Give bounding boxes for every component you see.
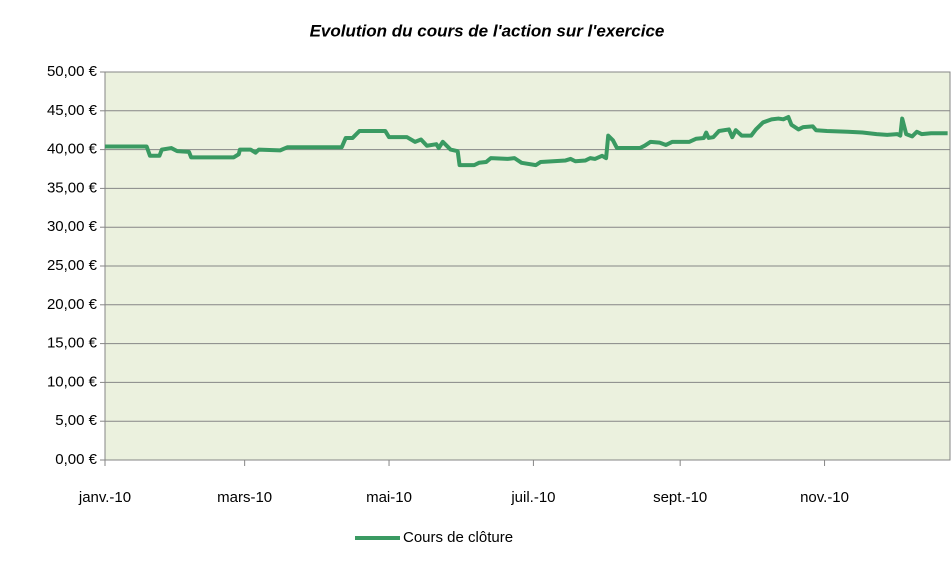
x-tick-label: sept.-10 [653, 489, 707, 506]
x-tick-label: mai-10 [366, 489, 412, 506]
y-tick-label: 15,00 € [47, 335, 98, 352]
y-tick-label: 35,00 € [47, 179, 98, 196]
x-tick-label: nov.-10 [800, 489, 849, 506]
chart-title: Evolution du cours de l'action sur l'exe… [310, 21, 665, 40]
y-tick-label: 30,00 € [47, 218, 98, 235]
x-tick-label: juil.-10 [510, 489, 555, 506]
y-tick-label: 25,00 € [47, 257, 98, 274]
line-series [105, 115, 948, 168]
y-tick-label: 5,00 € [55, 412, 97, 429]
legend-label: Cours de clôture [403, 529, 513, 546]
x-tick-label: janv.-10 [78, 489, 131, 506]
y-tick-label: 50,00 € [47, 63, 98, 80]
y-tick-label: 10,00 € [47, 373, 98, 390]
y-tick-label: 45,00 € [47, 102, 98, 119]
y-tick-label: 0,00 € [55, 451, 97, 468]
x-tick-label: mars-10 [217, 489, 272, 506]
y-tick-label: 20,00 € [47, 296, 98, 313]
y-tick-label: 40,00 € [47, 141, 98, 158]
